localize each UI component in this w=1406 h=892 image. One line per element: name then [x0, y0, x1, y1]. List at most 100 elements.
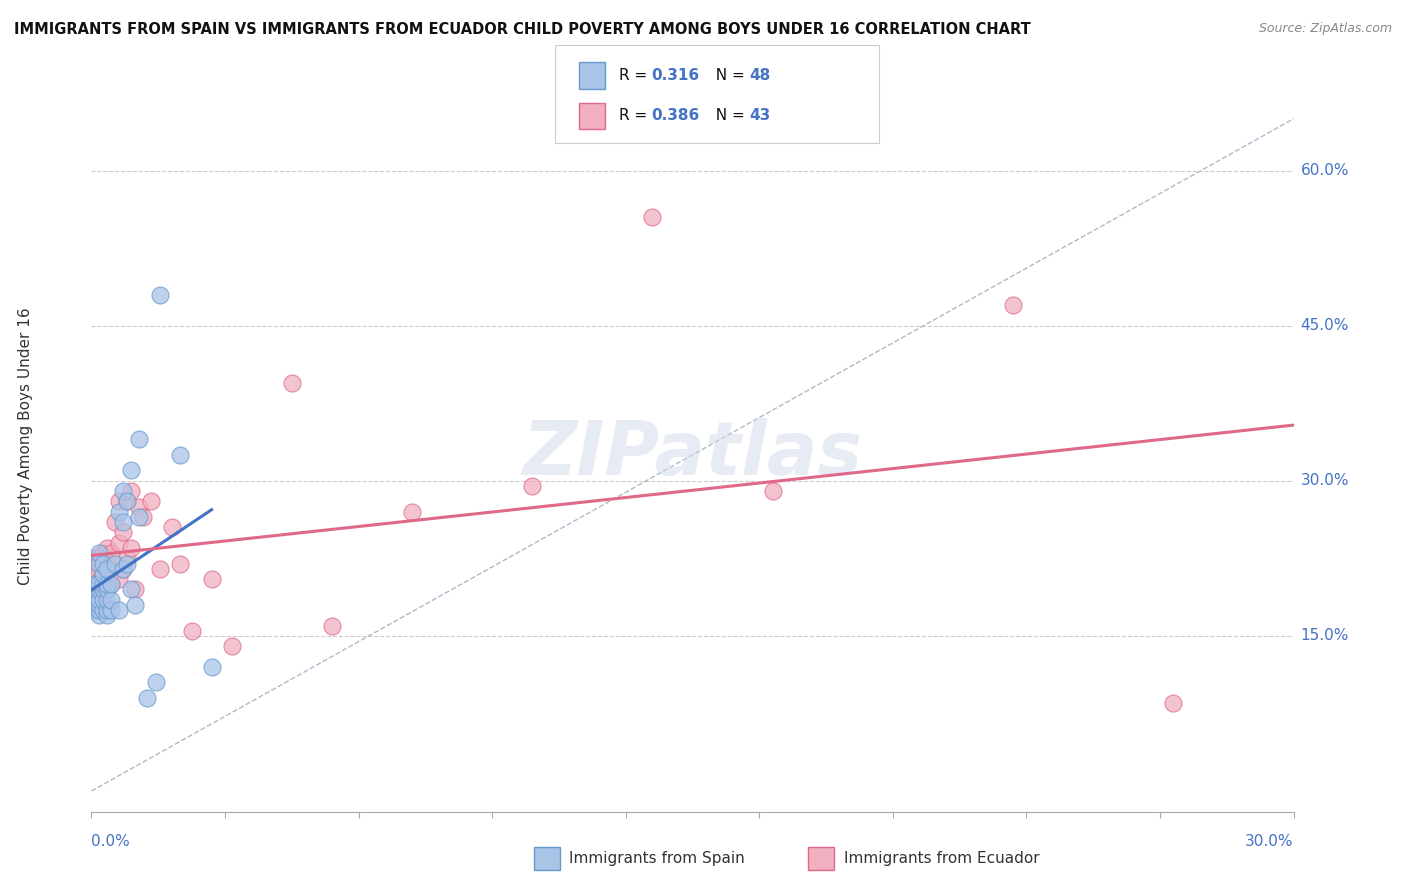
Point [112, 562, 135, 576]
Point [93, 557, 115, 571]
Point [89, 551, 111, 566]
Text: 43: 43 [749, 109, 770, 123]
Point [93, 603, 115, 617]
Point [128, 510, 150, 524]
Point [124, 582, 146, 597]
Text: R =: R = [619, 69, 652, 83]
Point [84, 588, 107, 602]
Point [96, 592, 118, 607]
Point [121, 484, 143, 499]
Point [1001, 298, 1024, 312]
Point [80, 592, 103, 607]
Text: 45.0%: 45.0% [1301, 318, 1348, 333]
Point [89, 577, 111, 591]
Text: 60.0%: 60.0% [1301, 163, 1348, 178]
Point [641, 210, 664, 224]
Point [201, 572, 224, 586]
Point [89, 598, 111, 612]
Text: 0.0%: 0.0% [91, 834, 131, 849]
Point [89, 608, 111, 623]
Point [201, 660, 224, 674]
Point [84, 603, 107, 617]
Point [124, 598, 146, 612]
Point [80, 577, 103, 591]
Point [401, 505, 423, 519]
Point [96, 541, 118, 555]
Text: 30.0%: 30.0% [1246, 834, 1294, 849]
Point [96, 608, 118, 623]
Text: IMMIGRANTS FROM SPAIN VS IMMIGRANTS FROM ECUADOR CHILD POVERTY AMONG BOYS UNDER : IMMIGRANTS FROM SPAIN VS IMMIGRANTS FROM… [14, 22, 1031, 37]
Point [96, 577, 118, 591]
Point [96, 603, 118, 617]
Point [148, 287, 170, 301]
Point [93, 546, 115, 560]
Point [117, 557, 139, 571]
Point [96, 582, 118, 597]
Point [93, 582, 115, 597]
Text: N =: N = [706, 109, 749, 123]
Point [1163, 696, 1185, 710]
Point [112, 562, 135, 576]
Point [762, 484, 785, 499]
Point [89, 546, 111, 560]
Point [121, 541, 143, 555]
Point [180, 624, 202, 638]
Point [128, 500, 150, 514]
Point [104, 557, 127, 571]
Text: 15.0%: 15.0% [1301, 628, 1348, 643]
Text: Source: ZipAtlas.com: Source: ZipAtlas.com [1258, 22, 1392, 36]
Point [84, 577, 107, 591]
Point [89, 603, 111, 617]
Point [84, 551, 107, 566]
Text: 0.316: 0.316 [651, 69, 699, 83]
Point [117, 551, 139, 566]
Point [112, 484, 135, 499]
Point [89, 577, 111, 591]
Text: Child Poverty Among Boys Under 16: Child Poverty Among Boys Under 16 [18, 307, 32, 585]
Point [89, 582, 111, 597]
Point [89, 562, 111, 576]
Point [128, 433, 150, 447]
Point [93, 577, 115, 591]
Point [96, 562, 118, 576]
Text: 48: 48 [749, 69, 770, 83]
Point [169, 448, 191, 462]
Point [132, 510, 155, 524]
Point [93, 582, 115, 597]
Point [84, 598, 107, 612]
Point [96, 557, 118, 571]
Point [169, 557, 191, 571]
Point [117, 494, 139, 508]
Point [100, 577, 122, 591]
Point [108, 505, 131, 519]
Point [117, 494, 139, 508]
Point [84, 562, 107, 576]
Point [89, 557, 111, 571]
Point [141, 494, 163, 508]
Text: ZIPatlas: ZIPatlas [523, 418, 862, 491]
Point [93, 566, 115, 581]
Point [108, 572, 131, 586]
Point [84, 582, 107, 597]
Point [136, 690, 159, 705]
Point [100, 546, 122, 560]
Point [93, 566, 115, 581]
Text: Immigrants from Ecuador: Immigrants from Ecuador [844, 852, 1039, 866]
Point [112, 525, 135, 540]
Point [121, 463, 143, 477]
Point [522, 479, 544, 493]
Text: N =: N = [706, 69, 749, 83]
Point [100, 577, 122, 591]
Point [100, 603, 122, 617]
Point [145, 675, 167, 690]
Point [84, 592, 107, 607]
Text: R =: R = [619, 109, 652, 123]
Point [121, 582, 143, 597]
Point [100, 592, 122, 607]
Point [221, 639, 243, 653]
Point [89, 592, 111, 607]
Text: 0.386: 0.386 [651, 109, 699, 123]
Point [93, 592, 115, 607]
Text: 30.0%: 30.0% [1301, 474, 1348, 488]
Point [112, 515, 135, 529]
